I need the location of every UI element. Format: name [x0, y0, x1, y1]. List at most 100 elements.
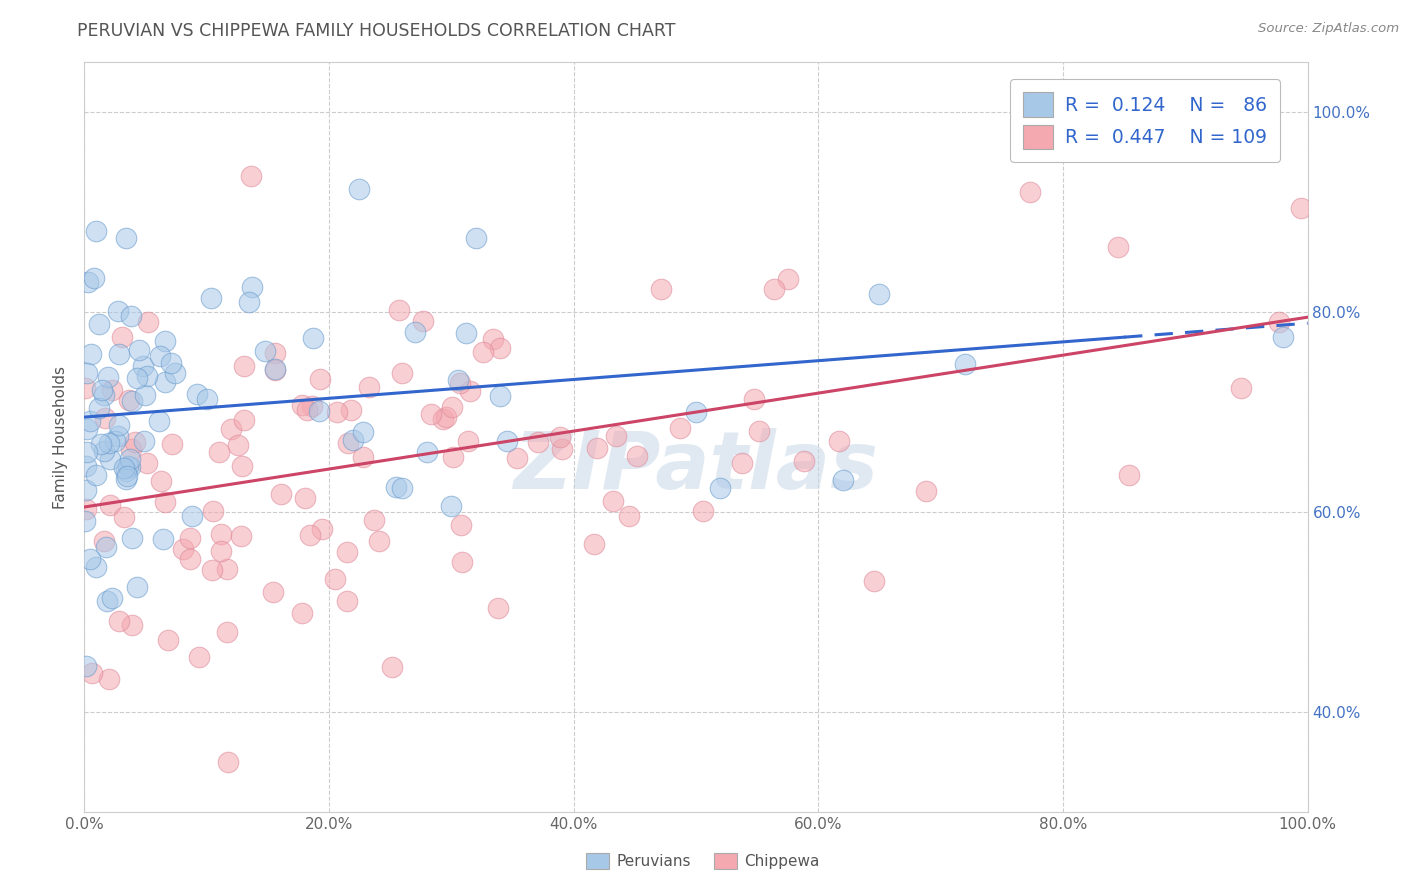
Point	[391, 481, 413, 495]
Text: ZIPatlas: ZIPatlas	[513, 428, 879, 506]
Point	[86, 223, 108, 237]
Point	[762, 282, 785, 296]
Point	[209, 544, 232, 558]
Point	[152, 532, 174, 546]
Point	[457, 434, 479, 448]
Point	[302, 330, 325, 344]
Point	[160, 436, 183, 450]
Point	[117, 393, 139, 408]
Point	[75, 501, 97, 516]
Point	[953, 357, 976, 371]
Point	[731, 456, 754, 470]
Point	[602, 493, 624, 508]
Y-axis label: Family Households: Family Households	[53, 366, 69, 508]
Point	[219, 422, 242, 436]
Point	[359, 380, 381, 394]
Point	[118, 460, 141, 475]
Point	[447, 373, 470, 387]
Point	[200, 292, 222, 306]
Point	[388, 302, 411, 317]
Point	[308, 404, 330, 418]
Point	[75, 458, 97, 473]
Point	[742, 392, 765, 406]
Point	[111, 329, 134, 343]
Point	[253, 343, 276, 358]
Point	[347, 182, 370, 196]
Point	[117, 469, 139, 483]
Point	[1118, 467, 1140, 482]
Point	[456, 326, 478, 340]
Point	[412, 314, 434, 328]
Point	[121, 531, 143, 545]
Point	[90, 383, 112, 397]
Point	[201, 563, 224, 577]
Point	[869, 286, 891, 301]
Point	[336, 594, 359, 608]
Point	[1272, 330, 1295, 344]
Point	[73, 514, 96, 528]
Point	[496, 434, 519, 448]
Point	[120, 442, 142, 456]
Point	[363, 513, 385, 527]
Point	[291, 398, 314, 412]
Point	[692, 504, 714, 518]
Point	[195, 392, 218, 406]
Point	[432, 412, 454, 426]
Point	[391, 366, 413, 380]
Point	[1018, 185, 1040, 199]
Point	[626, 449, 648, 463]
Point	[489, 389, 512, 403]
Point	[100, 498, 122, 512]
Point	[793, 454, 815, 468]
Point	[482, 332, 505, 346]
Point	[828, 434, 851, 448]
Point	[84, 560, 107, 574]
Point	[669, 421, 692, 435]
Point	[352, 425, 374, 439]
Point	[115, 231, 138, 245]
Point	[132, 434, 155, 449]
Point	[451, 555, 474, 569]
Point	[337, 435, 360, 450]
Point	[548, 430, 571, 444]
Point	[297, 403, 319, 417]
Point	[153, 334, 176, 348]
Point	[1267, 315, 1289, 329]
Point	[1230, 381, 1253, 395]
Point	[209, 526, 232, 541]
Point	[229, 529, 252, 543]
Point	[186, 387, 208, 401]
Point	[148, 350, 170, 364]
Point	[685, 404, 707, 418]
Point	[107, 429, 129, 443]
Point	[76, 276, 98, 290]
Point	[441, 450, 464, 465]
Text: PERUVIAN VS CHIPPEWA FAMILY HOUSEHOLDS CORRELATION CHART: PERUVIAN VS CHIPPEWA FAMILY HOUSEHOLDS C…	[77, 22, 676, 40]
Point	[115, 464, 138, 478]
Point	[112, 510, 135, 524]
Point	[187, 650, 209, 665]
Point	[124, 435, 146, 450]
Point	[308, 371, 330, 385]
Point	[156, 633, 179, 648]
Point	[115, 472, 138, 486]
Point	[128, 343, 150, 358]
Point	[127, 371, 149, 385]
Point	[149, 474, 172, 488]
Point	[450, 517, 472, 532]
Point	[82, 665, 104, 680]
Point	[605, 429, 627, 443]
Point	[75, 483, 97, 497]
Point	[201, 503, 224, 517]
Point	[108, 615, 131, 629]
Point	[226, 438, 249, 452]
Point	[301, 399, 323, 413]
Point	[464, 231, 486, 245]
Point	[135, 456, 157, 470]
Legend: R =  0.124    N =   86, R =  0.447    N = 109: R = 0.124 N = 86, R = 0.447 N = 109	[1011, 79, 1279, 162]
Point	[153, 376, 176, 390]
Point	[342, 433, 364, 447]
Point	[96, 594, 118, 608]
Point	[381, 660, 404, 674]
Point	[527, 434, 550, 449]
